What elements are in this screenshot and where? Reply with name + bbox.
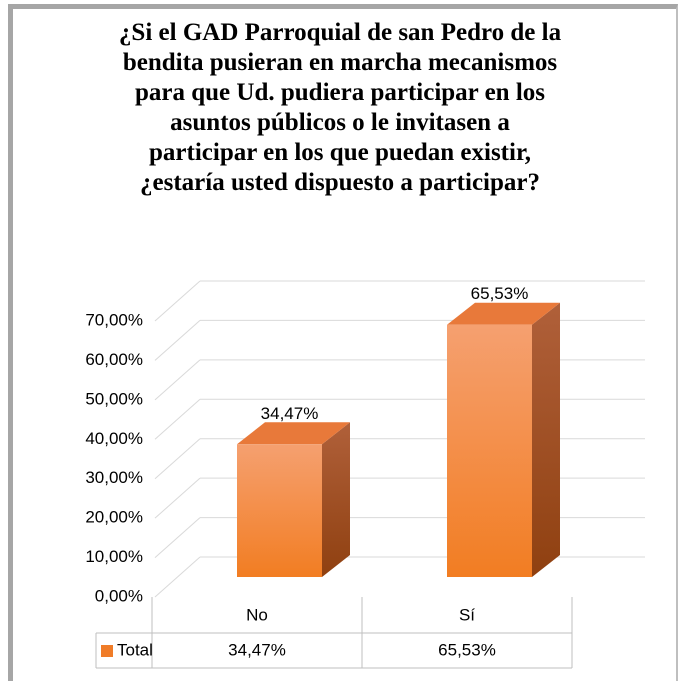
y-tick-label: 20,00%: [85, 508, 143, 527]
y-tick-label: 40,00%: [85, 429, 143, 448]
data-label: 65,53%: [471, 284, 529, 303]
y-tick-label: 50,00%: [85, 389, 143, 408]
grid-line: [154, 556, 201, 598]
bar: [237, 444, 322, 577]
x-tick-label: Sí: [459, 605, 475, 624]
y-tick-label: 0,00%: [95, 586, 143, 605]
frame: [8, 4, 678, 681]
grid-line: [154, 320, 201, 361]
bar: [447, 324, 532, 577]
legend-swatch: [101, 645, 113, 657]
bar-side: [322, 422, 350, 577]
grid-line: [154, 280, 201, 322]
y-tick-label: 70,00%: [85, 310, 143, 329]
x-tick-label: No: [246, 605, 268, 624]
bar-top: [237, 422, 350, 445]
grid-line: [154, 517, 201, 558]
data-label: 34,47%: [261, 404, 319, 423]
grid-line: [154, 359, 201, 401]
chart-title: ¿Si el GAD Parroquial de san Pedro de la…: [118, 19, 562, 196]
table-value: 34,47%: [228, 640, 286, 659]
grid-line: [154, 398, 201, 440]
grid-line: [154, 438, 201, 480]
y-tick-label: 60,00%: [85, 350, 143, 369]
legend-label: Total: [117, 640, 153, 659]
grid-line: [154, 477, 201, 519]
y-tick-label: 10,00%: [85, 547, 143, 566]
y-tick-label: 30,00%: [85, 468, 143, 487]
bar-top: [447, 302, 560, 325]
bar-side: [532, 302, 560, 577]
table-value: 65,53%: [438, 640, 496, 659]
